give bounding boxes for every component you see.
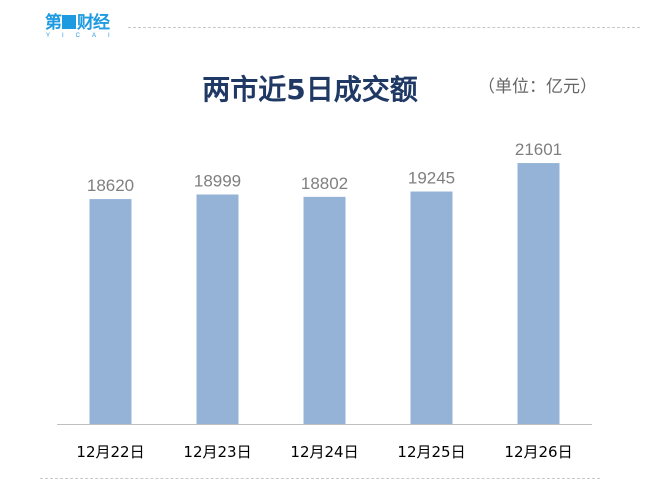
data-label: 18802 [301, 174, 348, 193]
x-tick-label: 12月26日 [504, 443, 572, 461]
x-tick-label: 12月22日 [76, 443, 144, 461]
bar [517, 163, 560, 424]
yicai-logo-sub: YICAI [46, 33, 122, 39]
bar [89, 199, 132, 424]
unit-label: （单位：亿元） [478, 77, 597, 97]
x-tick-label: 12月24日 [290, 443, 358, 461]
data-label: 18999 [194, 171, 241, 190]
bottom-divider [40, 478, 600, 479]
x-tick-label: 12月25日 [397, 443, 465, 461]
yicai-logo: 第财经 [45, 13, 110, 32]
bar [196, 194, 239, 424]
x-tick-label: 12月23日 [183, 443, 251, 461]
data-label: 21601 [515, 140, 562, 159]
chart-title: 两市近5日成交额 [202, 73, 418, 106]
data-label: 18620 [87, 176, 134, 195]
top-divider [128, 27, 640, 28]
data-label: 19245 [408, 169, 455, 188]
bar [303, 196, 346, 424]
bar [410, 191, 453, 424]
